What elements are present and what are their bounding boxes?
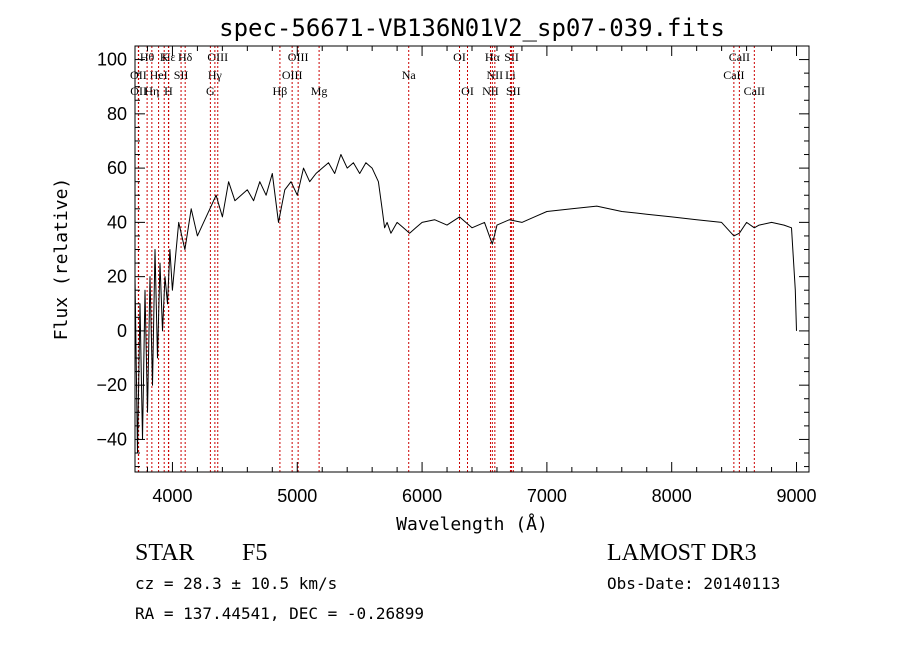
spectral-line-label: OIII [282, 68, 303, 82]
x-tick-label: 8000 [652, 486, 692, 506]
spectral-line-label: OII [130, 84, 147, 98]
spectral-line-label: G [206, 84, 215, 98]
spectral-line-label: Li [505, 68, 516, 82]
spectral-line-label: Hα [485, 50, 501, 64]
spectral-line-label: K [160, 50, 169, 64]
object-class: STAR [135, 540, 195, 566]
spectral-line-label: NII [487, 68, 504, 82]
y-tick-label: 80 [107, 104, 127, 124]
chart-title: spec-56671-VB136N01V2_sp07-039.fits [219, 14, 725, 42]
y-tick-label: 20 [107, 267, 127, 287]
spectral-line-label: SII [174, 68, 189, 82]
spectral-line-label: OI [461, 84, 474, 98]
spectral-line-label: Hβ [273, 84, 288, 98]
spectrum-line [134, 154, 797, 454]
spectral-line-label: Mg [311, 84, 328, 98]
object-subclass: F5 [242, 540, 268, 566]
survey-name: LAMOST DR3 [607, 540, 757, 566]
y-tick-label: 60 [107, 158, 127, 178]
y-tick-label: 40 [107, 212, 127, 232]
plot-frame [134, 45, 810, 473]
spectral-line-label: Na [402, 68, 417, 82]
spectral-line-label: CaII [744, 84, 765, 98]
x-tick-label: 5000 [277, 486, 317, 506]
x-axis-label: Wavelength (Å) [396, 513, 548, 535]
ra-dec-coordinates: RA = 137.44541, DEC = -0.26899 [135, 604, 424, 623]
y-tick-label: −40 [96, 429, 127, 449]
x-tick-label: 9000 [776, 486, 816, 506]
spectral-line-label: Hδ [178, 50, 193, 64]
y-tick-label: −20 [96, 375, 127, 395]
y-axis-label: Flux (relative) [51, 178, 72, 341]
spectral-line-label: HeI [150, 68, 168, 82]
axis-ticks: 4000 5000 6000 7000 8000 9000 −40 −20 0 20 40 60 80 1… [96, 45, 817, 506]
spectral-line-label: NII [482, 84, 499, 98]
spectral-line-label: SII [504, 50, 519, 64]
redshift-cz: cz = 28.3 ± 10.5 km/s [135, 574, 338, 593]
x-tick-label: 4000 [152, 486, 192, 506]
y-tick-label: 100 [97, 50, 127, 70]
spectral-line-label: OIII [207, 50, 228, 64]
spectral-line-label: Hγ [208, 68, 223, 82]
spectral-line-label: OIII [288, 50, 309, 64]
spectral-line-label: CaII [723, 68, 744, 82]
spectral-line-label: CaII [729, 50, 750, 64]
spectral-line-label: OI [453, 50, 466, 64]
observation-date: Obs-Date: 20140113 [607, 574, 781, 593]
spectral-line-label: H [164, 84, 173, 98]
spectral-line-label: Hθ [140, 50, 155, 64]
x-tick-label: 6000 [402, 486, 442, 506]
spectral-line-label: SII [506, 84, 521, 98]
y-tick-label: 0 [117, 321, 127, 341]
spectrum-series [134, 154, 797, 454]
x-tick-label: 7000 [527, 486, 567, 506]
spectral-line-label: Hη [144, 84, 159, 98]
